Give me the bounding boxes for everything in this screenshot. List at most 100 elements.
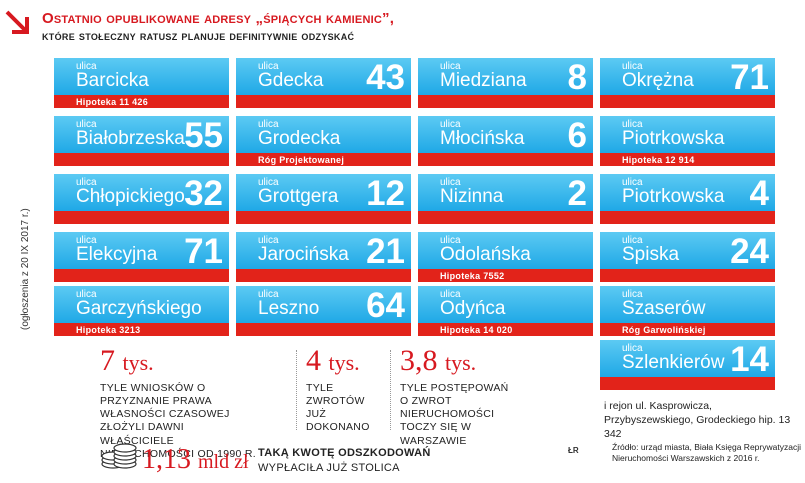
street-name: Okrężna bbox=[622, 70, 694, 91]
card-ribbon: Hipoteka 14 020 bbox=[418, 323, 593, 336]
street-prefix: ulica bbox=[76, 289, 97, 300]
street-card: Hipoteka 12 914 ulica Piotrkowska bbox=[600, 116, 775, 166]
card-ribbon bbox=[600, 377, 775, 390]
street-prefix: ulica bbox=[622, 177, 643, 188]
card-ribbon: Róg Projektowanej bbox=[236, 153, 411, 166]
street-name: Barcicka bbox=[76, 70, 149, 91]
street-card: ulica Grottgera 12 bbox=[236, 174, 411, 224]
street-prefix: ulica bbox=[622, 119, 643, 130]
street-card: ulica Spiska 24 bbox=[600, 232, 775, 282]
house-number: 71 bbox=[730, 58, 769, 97]
street-card: ulica Chłopickiego 32 bbox=[54, 174, 229, 224]
card-ribbon bbox=[236, 95, 411, 108]
street-prefix: ulica bbox=[440, 119, 461, 130]
house-number: 64 bbox=[366, 286, 405, 325]
street-card: ulica Miedziana 8 bbox=[418, 58, 593, 108]
street-name: Piotrkowska bbox=[622, 128, 725, 149]
house-number: 2 bbox=[567, 174, 587, 213]
street-prefix: ulica bbox=[258, 289, 279, 300]
compensation-amount: 1,13 mld zł bbox=[142, 446, 249, 474]
street-name: Gdecka bbox=[258, 70, 324, 91]
author-initials: ŁR bbox=[568, 446, 579, 455]
street-card: ulica Jarocińska 21 bbox=[236, 232, 411, 282]
card-background bbox=[418, 174, 593, 211]
street-prefix: ulica bbox=[440, 177, 461, 188]
card-ribbon bbox=[600, 211, 775, 224]
street-prefix: ulica bbox=[76, 119, 97, 130]
card-background bbox=[236, 58, 411, 95]
card-background bbox=[600, 286, 775, 323]
stat-value: 4 bbox=[306, 344, 321, 377]
card-note: Hipoteka 7552 bbox=[440, 270, 505, 281]
street-card: ulica Gdecka 43 bbox=[236, 58, 411, 108]
street-prefix: ulica bbox=[258, 119, 279, 130]
street-card: Róg Garwolińskiej ulica Szaserów bbox=[600, 286, 775, 336]
card-note: Hipoteka 12 914 bbox=[622, 154, 695, 165]
street-name: Odolańska bbox=[440, 244, 531, 265]
stat-description: Tyle postępowań o zwrot nieruchomości to… bbox=[400, 382, 509, 447]
card-ribbon: Róg Garwolińskiej bbox=[600, 323, 775, 336]
street-name: Młocińska bbox=[440, 128, 525, 149]
card-ribbon bbox=[54, 269, 229, 282]
card-background bbox=[600, 58, 775, 95]
card-background bbox=[236, 174, 411, 211]
card-background bbox=[418, 116, 593, 153]
street-card: Hipoteka 14 020 ulica Odyńca bbox=[418, 286, 593, 336]
arrow-down-right-icon bbox=[5, 10, 29, 34]
card-background bbox=[54, 232, 229, 269]
house-number: 24 bbox=[730, 232, 769, 271]
compensation-value: 1,13 bbox=[142, 444, 191, 475]
street-card: Róg Projektowanej ulica Grodecka bbox=[236, 116, 411, 166]
stat-unit: tys. bbox=[328, 350, 360, 375]
card-ribbon bbox=[418, 95, 593, 108]
card-background bbox=[600, 174, 775, 211]
house-number: 14 bbox=[730, 340, 769, 379]
card-note: Hipoteka 11 426 bbox=[76, 96, 149, 107]
street-card: ulica Okrężna 71 bbox=[600, 58, 775, 108]
street-prefix: ulica bbox=[622, 289, 643, 300]
card-note: Hipoteka 14 020 bbox=[440, 324, 513, 335]
stat-unit: tys. bbox=[122, 350, 154, 375]
stat-unit: tys. bbox=[445, 350, 477, 375]
street-prefix: ulica bbox=[440, 289, 461, 300]
street-card: Hipoteka 11 426 ulica Barcicka bbox=[54, 58, 229, 108]
card-note: Róg Garwolińskiej bbox=[622, 324, 706, 335]
street-name: Grottgera bbox=[258, 186, 339, 207]
house-number: 12 bbox=[366, 174, 405, 213]
street-card: ulica Leszno 64 bbox=[236, 286, 411, 336]
street-prefix: ulica bbox=[76, 61, 97, 72]
card-ribbon bbox=[236, 211, 411, 224]
street-prefix: ulica bbox=[622, 61, 643, 72]
stat-returns: 4 tys. Tyle zwrotów już dokonano bbox=[306, 346, 396, 435]
street-name: Elekcyjna bbox=[76, 244, 158, 265]
house-number: 71 bbox=[184, 232, 223, 271]
card-note: Hipoteka 3213 bbox=[76, 324, 141, 335]
street-prefix: ulica bbox=[440, 61, 461, 72]
street-prefix: ulica bbox=[76, 235, 97, 246]
house-number: 55 bbox=[184, 116, 223, 155]
street-prefix: ulica bbox=[258, 61, 279, 72]
card-background bbox=[418, 232, 593, 269]
compensation-unit: mld zł bbox=[198, 451, 249, 473]
street-name: Jarocińska bbox=[258, 244, 349, 265]
house-number: 8 bbox=[567, 58, 587, 97]
divider bbox=[390, 350, 391, 430]
card-ribbon bbox=[54, 153, 229, 166]
stat-value: 7 bbox=[100, 344, 115, 377]
card-note: Róg Projektowanej bbox=[258, 154, 345, 165]
card-background bbox=[418, 286, 593, 323]
compensation-line2: wypłaciła już stolica bbox=[258, 462, 400, 474]
card-ribbon: Hipoteka 7552 bbox=[418, 269, 593, 282]
card-background bbox=[54, 116, 229, 153]
coins-icon bbox=[101, 443, 137, 469]
street-prefix: ulica bbox=[622, 343, 643, 354]
card-background bbox=[54, 58, 229, 95]
house-number: 32 bbox=[184, 174, 223, 213]
street-prefix: ulica bbox=[76, 177, 97, 188]
card-ribbon bbox=[600, 269, 775, 282]
card-background bbox=[600, 232, 775, 269]
stat-proceedings: 3,8 tys. Tyle postępowań o zwrot nieruch… bbox=[400, 346, 520, 448]
card-background bbox=[236, 116, 411, 153]
stat-value: 3,8 bbox=[400, 344, 438, 377]
card-ribbon: Hipoteka 3213 bbox=[54, 323, 229, 336]
